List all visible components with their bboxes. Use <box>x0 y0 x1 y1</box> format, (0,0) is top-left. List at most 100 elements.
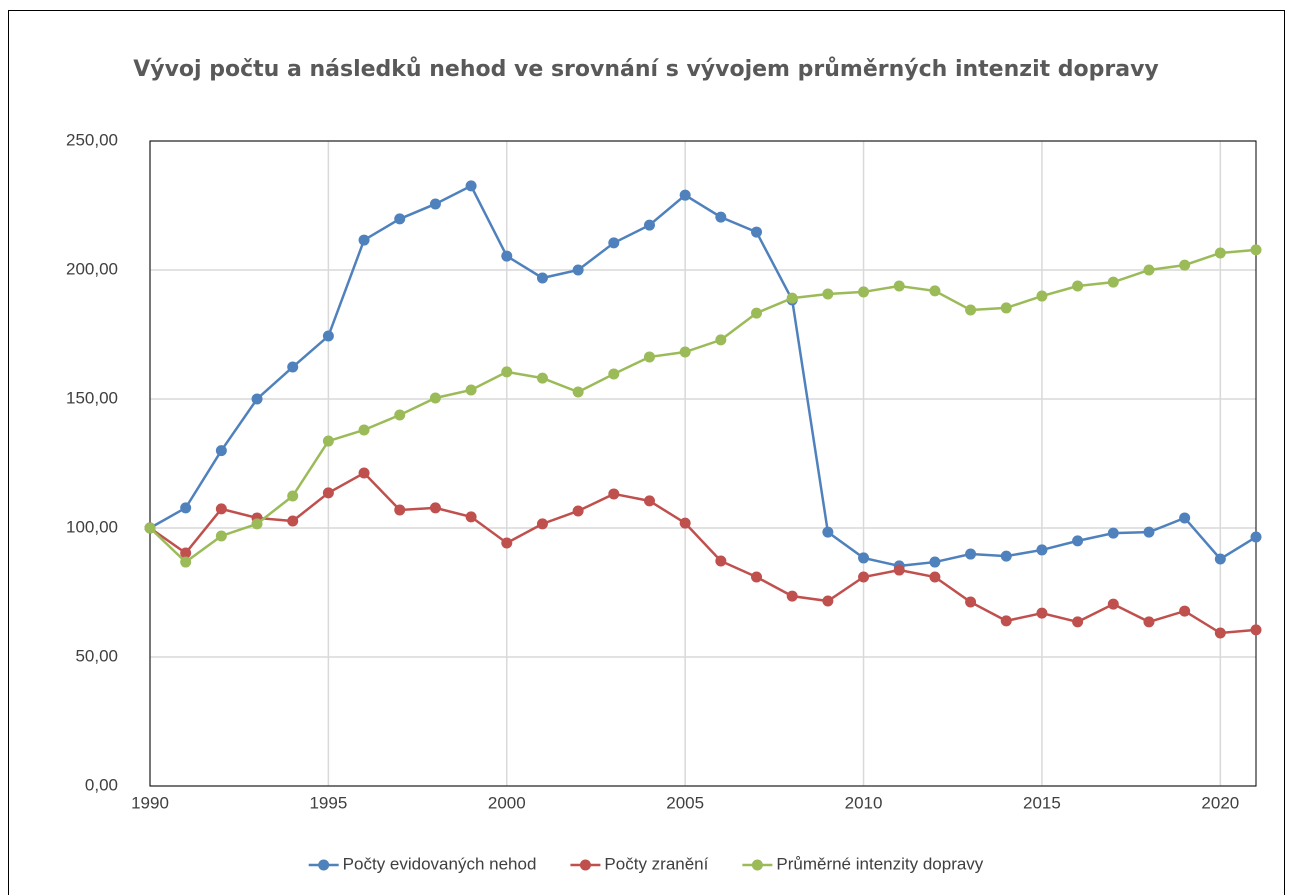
series-line <box>149 248 1257 564</box>
x-tick-label: 2005 <box>666 793 704 812</box>
point <box>893 564 905 576</box>
point <box>358 234 370 246</box>
point <box>1250 244 1262 256</box>
point <box>215 445 227 457</box>
point <box>215 530 227 542</box>
point <box>643 495 655 507</box>
point <box>1107 527 1119 539</box>
point <box>643 351 655 363</box>
legend-marker <box>318 859 330 871</box>
point <box>608 488 620 500</box>
point <box>1036 544 1048 556</box>
y-tick-label: 50,00 <box>75 646 118 665</box>
point <box>715 211 727 223</box>
point <box>536 272 548 284</box>
legend-label: Počty zranění <box>604 854 708 873</box>
point <box>858 552 870 564</box>
point <box>465 180 477 192</box>
point <box>251 518 263 530</box>
y-tick-label: 250,00 <box>66 130 118 149</box>
point <box>501 250 513 262</box>
point <box>608 237 620 249</box>
point <box>1179 512 1191 524</box>
point <box>643 219 655 231</box>
point <box>287 515 299 527</box>
point <box>180 502 192 514</box>
point <box>536 372 548 384</box>
point <box>287 490 299 502</box>
point <box>751 571 763 583</box>
point <box>822 288 834 300</box>
point <box>180 547 192 559</box>
point <box>1143 616 1155 628</box>
point <box>751 226 763 238</box>
point <box>1179 259 1191 271</box>
point <box>1000 550 1012 562</box>
point <box>429 198 441 210</box>
y-tick-label: 0,00 <box>85 775 118 794</box>
series-line <box>149 184 1257 568</box>
point <box>251 393 263 405</box>
point <box>929 285 941 297</box>
point <box>1072 535 1084 547</box>
plot-border <box>149 140 1257 787</box>
point <box>572 505 584 517</box>
point <box>1143 526 1155 538</box>
point <box>858 286 870 298</box>
point <box>144 522 156 534</box>
point <box>679 189 691 201</box>
point <box>929 556 941 568</box>
legend-marker <box>579 859 591 871</box>
x-tick-label: 2015 <box>1023 793 1061 812</box>
point <box>822 595 834 607</box>
x-tick-label: 2000 <box>488 793 526 812</box>
point <box>322 330 334 342</box>
legend-label: Počty evidovaných nehod <box>343 854 537 873</box>
point <box>465 384 477 396</box>
point <box>679 346 691 358</box>
point <box>501 537 513 549</box>
point <box>893 280 905 292</box>
point <box>394 409 406 421</box>
series-line <box>149 471 1257 635</box>
legend-label: Průměrné intenzity dopravy <box>776 854 983 873</box>
point <box>786 292 798 304</box>
point <box>322 435 334 447</box>
point <box>858 571 870 583</box>
point <box>1000 615 1012 627</box>
point <box>929 571 941 583</box>
point <box>608 368 620 380</box>
point <box>822 526 834 538</box>
point <box>715 555 727 567</box>
point <box>1143 264 1155 276</box>
point <box>1250 531 1262 543</box>
point <box>572 264 584 276</box>
point <box>1000 302 1012 314</box>
point <box>322 487 334 499</box>
chart-title: Vývoj počtu a následků nehod ve srovnání… <box>133 57 1159 82</box>
point <box>1214 627 1226 639</box>
point <box>1214 553 1226 565</box>
point <box>536 518 548 530</box>
point <box>501 366 513 378</box>
point <box>1107 276 1119 288</box>
point <box>679 517 691 529</box>
point <box>1036 290 1048 302</box>
point <box>429 502 441 514</box>
y-tick-label: 100,00 <box>66 517 118 536</box>
y-tick-label: 200,00 <box>66 259 118 278</box>
point <box>465 511 477 523</box>
point <box>1179 605 1191 617</box>
point <box>751 307 763 319</box>
point <box>1072 280 1084 292</box>
point <box>394 213 406 225</box>
point <box>180 556 192 568</box>
point <box>358 424 370 436</box>
point <box>1072 616 1084 628</box>
legend-marker <box>751 859 763 871</box>
point <box>358 467 370 479</box>
y-tick-label: 150,00 <box>66 388 118 407</box>
point <box>965 548 977 560</box>
point <box>715 334 727 346</box>
